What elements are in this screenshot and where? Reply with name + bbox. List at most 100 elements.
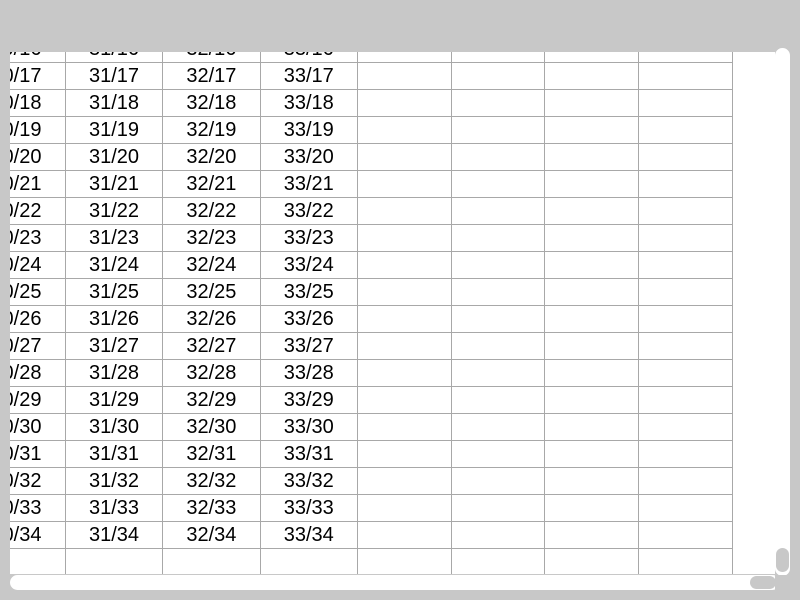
spreadsheet-cell[interactable]: 31/30 bbox=[65, 413, 164, 441]
spreadsheet-cell[interactable]: 32/31 bbox=[162, 440, 261, 468]
spreadsheet-cell[interactable]: 32/21 bbox=[162, 170, 261, 198]
spreadsheet-cell[interactable] bbox=[357, 278, 452, 306]
spreadsheet-cell[interactable]: 32/30 bbox=[162, 413, 261, 441]
spreadsheet-cell[interactable]: 32/26 bbox=[162, 305, 261, 333]
spreadsheet-cell[interactable] bbox=[357, 170, 452, 198]
spreadsheet-cell[interactable] bbox=[451, 89, 546, 117]
spreadsheet-cell[interactable] bbox=[544, 52, 640, 63]
spreadsheet-cell[interactable] bbox=[638, 521, 733, 549]
spreadsheet-cell[interactable]: 33/31 bbox=[260, 440, 358, 468]
spreadsheet-cell[interactable]: 33/21 bbox=[260, 170, 358, 198]
spreadsheet-cell[interactable]: 30/25 bbox=[10, 278, 66, 306]
spreadsheet-cell[interactable] bbox=[357, 62, 452, 90]
spreadsheet-cell[interactable]: 31/20 bbox=[65, 143, 164, 171]
spreadsheet-cell[interactable]: 33/20 bbox=[260, 143, 358, 171]
spreadsheet-cell[interactable] bbox=[638, 332, 733, 360]
spreadsheet-cell[interactable]: 33/30 bbox=[260, 413, 358, 441]
spreadsheet-cell[interactable]: 32/16 bbox=[162, 52, 261, 63]
spreadsheet-cell[interactable]: 31/28 bbox=[65, 359, 164, 387]
spreadsheet-cell[interactable] bbox=[544, 170, 640, 198]
spreadsheet-cell[interactable] bbox=[451, 224, 546, 252]
spreadsheet-cell[interactable] bbox=[544, 548, 640, 574]
spreadsheet-cell[interactable]: 33/19 bbox=[260, 116, 358, 144]
spreadsheet-cell[interactable] bbox=[638, 548, 733, 574]
spreadsheet-cell[interactable]: 30/16 bbox=[10, 52, 66, 63]
spreadsheet-cell[interactable]: 30/18 bbox=[10, 89, 66, 117]
spreadsheet-cell[interactable]: 32/32 bbox=[162, 467, 261, 495]
spreadsheet-cell[interactable] bbox=[357, 440, 452, 468]
spreadsheet-cell[interactable] bbox=[451, 143, 546, 171]
spreadsheet-cell[interactable]: 33/25 bbox=[260, 278, 358, 306]
spreadsheet-cell[interactable] bbox=[357, 521, 452, 549]
spreadsheet-cell[interactable]: 32/34 bbox=[162, 521, 261, 549]
spreadsheet-cell[interactable] bbox=[357, 143, 452, 171]
spreadsheet-cell[interactable]: 33/27 bbox=[260, 332, 358, 360]
spreadsheet-cell[interactable]: 31/17 bbox=[65, 62, 164, 90]
spreadsheet-cell[interactable]: 30/27 bbox=[10, 332, 66, 360]
spreadsheet-cell[interactable] bbox=[544, 521, 640, 549]
spreadsheet-cell[interactable] bbox=[357, 332, 452, 360]
spreadsheet-cell[interactable]: 31/22 bbox=[65, 197, 164, 225]
spreadsheet-cell[interactable]: 33/34 bbox=[260, 521, 358, 549]
spreadsheet-cell[interactable] bbox=[544, 197, 640, 225]
spreadsheet-cell[interactable]: 30/30 bbox=[10, 413, 66, 441]
spreadsheet-cell[interactable]: 33/16 bbox=[260, 52, 358, 63]
spreadsheet-cell[interactable] bbox=[451, 170, 546, 198]
spreadsheet-cell[interactable] bbox=[260, 548, 358, 574]
spreadsheet-cell[interactable]: 33/22 bbox=[260, 197, 358, 225]
spreadsheet-cell[interactable] bbox=[638, 440, 733, 468]
spreadsheet-cell[interactable]: 31/32 bbox=[65, 467, 164, 495]
spreadsheet-cell[interactable] bbox=[451, 521, 546, 549]
spreadsheet-cell[interactable]: 31/31 bbox=[65, 440, 164, 468]
spreadsheet-cell[interactable]: 32/24 bbox=[162, 251, 261, 279]
spreadsheet-cell[interactable] bbox=[544, 251, 640, 279]
spreadsheet-cell[interactable]: 30/20 bbox=[10, 143, 66, 171]
spreadsheet-cell[interactable]: 33/26 bbox=[260, 305, 358, 333]
spreadsheet-cell[interactable] bbox=[451, 359, 546, 387]
spreadsheet-cell[interactable] bbox=[357, 197, 452, 225]
spreadsheet-cell[interactable]: 33/29 bbox=[260, 386, 358, 414]
spreadsheet-cell[interactable] bbox=[544, 413, 640, 441]
spreadsheet-cell[interactable] bbox=[638, 52, 733, 63]
spreadsheet-cell[interactable]: 30/26 bbox=[10, 305, 66, 333]
vertical-scrollbar[interactable] bbox=[775, 48, 790, 576]
spreadsheet-cell[interactable] bbox=[638, 413, 733, 441]
spreadsheet-cell[interactable] bbox=[357, 386, 452, 414]
spreadsheet-cell[interactable]: 31/25 bbox=[65, 278, 164, 306]
spreadsheet-cell[interactable] bbox=[451, 386, 546, 414]
horizontal-scroll-thumb[interactable] bbox=[750, 576, 776, 589]
spreadsheet-cell[interactable]: 30/19 bbox=[10, 116, 66, 144]
spreadsheet-cell[interactable] bbox=[544, 494, 640, 522]
spreadsheet-cell[interactable]: 30/32 bbox=[10, 467, 66, 495]
spreadsheet-cell[interactable] bbox=[451, 251, 546, 279]
spreadsheet-cell[interactable]: 31/16 bbox=[65, 52, 164, 63]
spreadsheet-cell[interactable]: 31/27 bbox=[65, 332, 164, 360]
spreadsheet-cell[interactable]: 33/23 bbox=[260, 224, 358, 252]
spreadsheet-cell[interactable] bbox=[638, 62, 733, 90]
spreadsheet-cell[interactable]: 32/27 bbox=[162, 332, 261, 360]
spreadsheet-cell[interactable] bbox=[638, 170, 733, 198]
spreadsheet-cell[interactable]: 33/17 bbox=[260, 62, 358, 90]
spreadsheet-cell[interactable] bbox=[638, 386, 733, 414]
spreadsheet-cell[interactable]: 33/24 bbox=[260, 251, 358, 279]
spreadsheet-cell[interactable]: 30/23 bbox=[10, 224, 66, 252]
spreadsheet-cell[interactable] bbox=[544, 143, 640, 171]
spreadsheet-cell[interactable] bbox=[544, 278, 640, 306]
spreadsheet-cell[interactable]: 33/33 bbox=[260, 494, 358, 522]
spreadsheet-cell[interactable] bbox=[638, 278, 733, 306]
spreadsheet-cell[interactable] bbox=[544, 467, 640, 495]
spreadsheet-cell[interactable] bbox=[544, 359, 640, 387]
spreadsheet-cell[interactable] bbox=[638, 89, 733, 117]
spreadsheet-cell[interactable] bbox=[544, 116, 640, 144]
spreadsheet-cell[interactable] bbox=[451, 116, 546, 144]
spreadsheet-cell[interactable]: 33/32 bbox=[260, 467, 358, 495]
spreadsheet-cell[interactable]: 30/31 bbox=[10, 440, 66, 468]
spreadsheet-cell[interactable] bbox=[451, 548, 546, 574]
spreadsheet-cell[interactable] bbox=[357, 359, 452, 387]
spreadsheet-cell[interactable]: 31/18 bbox=[65, 89, 164, 117]
spreadsheet-cell[interactable]: 30/17 bbox=[10, 62, 66, 90]
spreadsheet-cell[interactable] bbox=[10, 548, 66, 574]
spreadsheet-cell[interactable] bbox=[544, 332, 640, 360]
spreadsheet-cell[interactable]: 30/22 bbox=[10, 197, 66, 225]
spreadsheet-cell[interactable] bbox=[357, 467, 452, 495]
